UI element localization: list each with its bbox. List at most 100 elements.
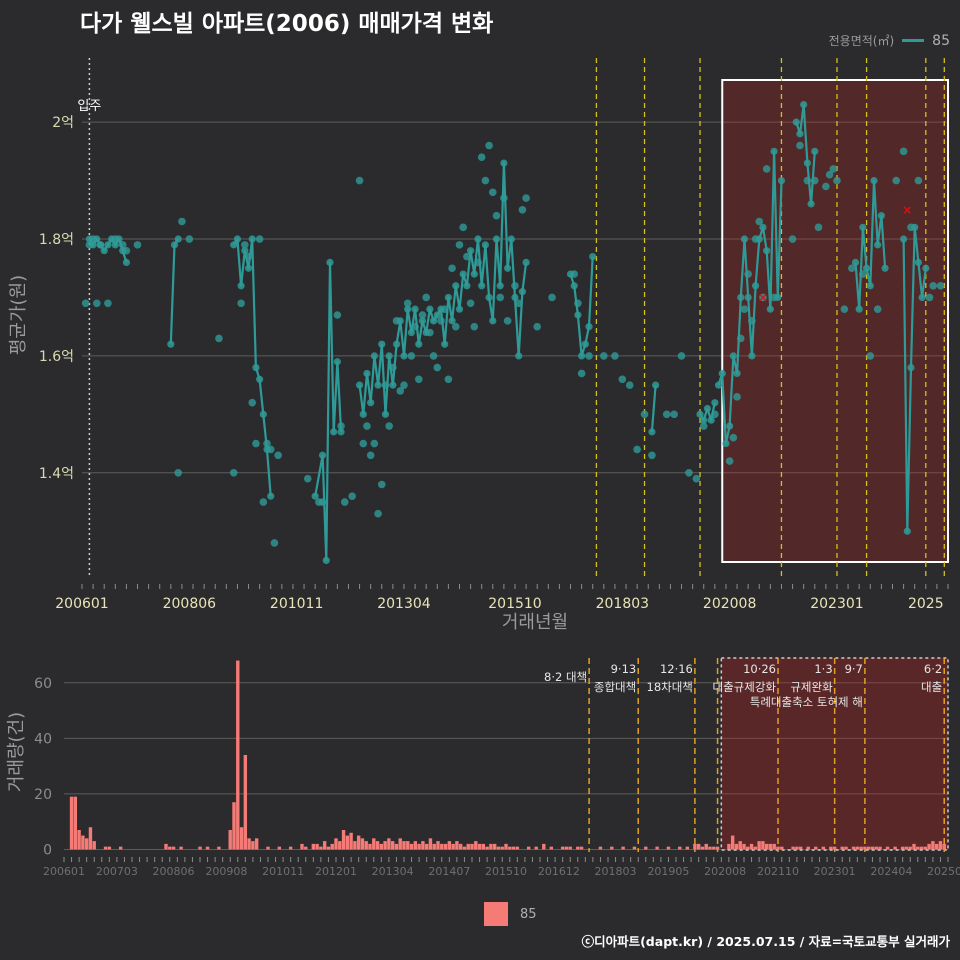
price-point [359, 439, 368, 448]
volume-y-axis-title: 거래량(건) [6, 712, 27, 792]
price-line-point [862, 264, 871, 272]
volume-bar [844, 846, 848, 850]
price-line-point [429, 317, 438, 325]
price-y-tick-label: 1.4억 [39, 466, 74, 482]
price-point [248, 398, 257, 407]
volume-bar [738, 841, 742, 850]
price-point [274, 451, 282, 460]
volume-bar [908, 846, 912, 850]
volume-bar [409, 843, 414, 850]
price-line-point [367, 399, 375, 407]
price-point [385, 422, 393, 430]
volume-bar [655, 846, 659, 850]
volume-bar [375, 841, 380, 850]
policy-desc-label: 규제완화 [790, 680, 833, 694]
price-y-axis-title: 평균가(원) [8, 275, 29, 355]
volume-bar [923, 846, 928, 850]
volume-bar [349, 832, 353, 850]
price-line-point [492, 235, 501, 243]
price-point [470, 322, 479, 331]
price-line-point [452, 282, 460, 290]
volume-bar [458, 843, 463, 850]
policy-date-label: 9·13 [611, 662, 637, 676]
volume-bar [164, 843, 168, 850]
price-line-point [400, 352, 408, 360]
volume-x-tick-label: 202110 [757, 865, 799, 878]
volume-bar [360, 838, 365, 850]
price-line-point [733, 369, 741, 378]
price-line-point [167, 340, 175, 348]
policy-desc-label: 특례대출축소 토허제 해 [750, 695, 863, 709]
volume-bar [77, 830, 81, 850]
volume-bar [466, 843, 470, 850]
volume-bar [753, 846, 758, 850]
price-line-point [507, 235, 515, 243]
volume-bar [564, 846, 569, 850]
volume-bar [700, 846, 705, 850]
volume-bar [474, 841, 478, 850]
price-point [503, 317, 512, 325]
volume-bar [678, 846, 682, 850]
price-line-point [511, 293, 519, 302]
price-point [366, 451, 375, 460]
volume-x-tick-label: 201407 [428, 865, 470, 878]
price-point [418, 311, 427, 319]
price-line-point [478, 282, 486, 290]
price-line-point [415, 340, 423, 348]
price-line-point [263, 445, 271, 454]
price-line-point [170, 241, 179, 249]
price-line-point [389, 381, 397, 389]
price-point [459, 223, 467, 232]
volume-bar [432, 843, 436, 850]
price-point [866, 352, 875, 360]
price-point [340, 498, 349, 506]
volume-bar [734, 843, 739, 850]
price-x-tick-label: 2025 [908, 596, 944, 612]
volume-bar [666, 846, 671, 850]
price-line-point [796, 130, 804, 138]
price-point [725, 457, 734, 465]
price-line-point [766, 305, 774, 313]
volume-bar [424, 843, 429, 850]
volume-x-tick-label: 201011 [262, 865, 304, 878]
price-point [936, 281, 945, 290]
volume-bar [232, 802, 236, 850]
price-point [241, 241, 249, 249]
price-x-tick-label: 201011 [270, 596, 323, 612]
price-line-point [404, 305, 412, 313]
price-line-point [466, 247, 475, 255]
volume-bar [402, 841, 406, 850]
price-line-point [111, 241, 119, 249]
volume-bar [353, 841, 357, 850]
price-line-point [330, 428, 338, 436]
legend-label: 85 [932, 32, 950, 49]
volume-bar [470, 843, 474, 850]
volume-bar [644, 846, 648, 850]
price-point [363, 422, 371, 430]
volume-x-tick-label: 201304 [372, 865, 414, 878]
price-line-point [566, 270, 575, 278]
price-line-point [233, 235, 242, 243]
price-line-segment [169, 238, 180, 345]
price-line-point [85, 235, 94, 243]
volume-bar [568, 846, 572, 850]
volume-bar [919, 846, 924, 850]
price-line-point [866, 282, 874, 290]
volume-bar [364, 841, 368, 850]
price-line-point [244, 264, 253, 272]
volume-bar [247, 838, 251, 850]
volume-bar [814, 846, 818, 850]
price-point [899, 147, 908, 156]
volume-bar [795, 846, 799, 850]
price-point [237, 299, 245, 308]
volume-bar [874, 846, 878, 850]
price-x-tick-label: 200601 [55, 596, 108, 612]
price-point [448, 264, 456, 273]
volume-bar [406, 841, 410, 850]
price-line-point [374, 381, 382, 389]
price-line-point [648, 428, 656, 436]
price-line-point [448, 317, 456, 325]
price-point [377, 480, 386, 489]
price-line-point [800, 101, 808, 109]
price-point [759, 293, 767, 302]
